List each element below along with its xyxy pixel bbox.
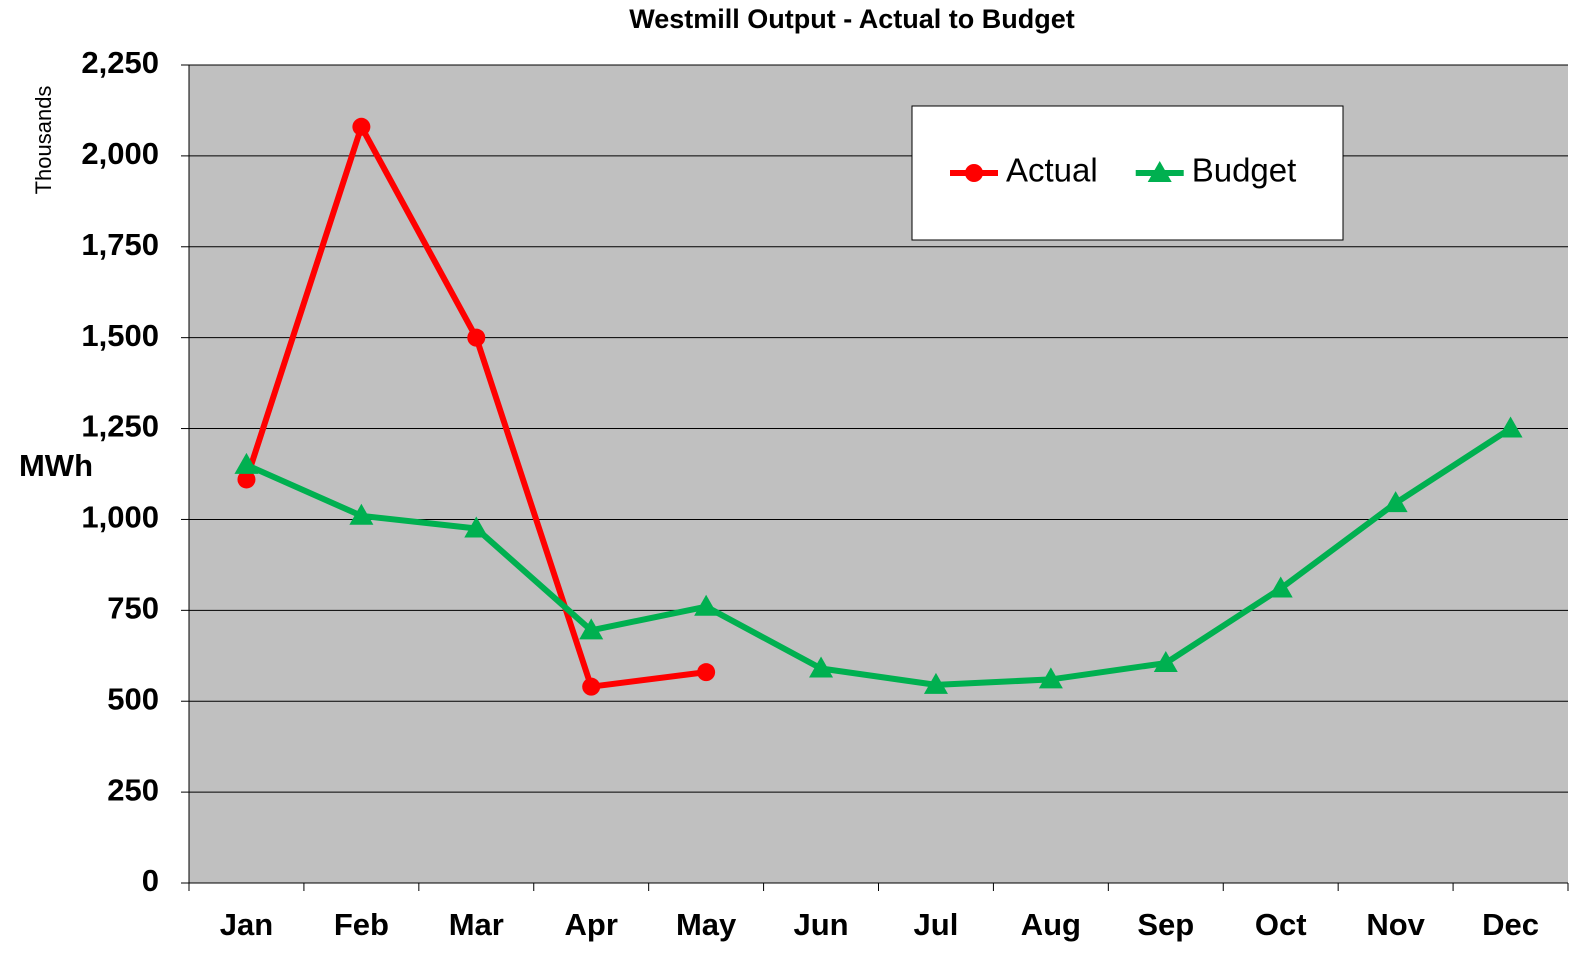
marker	[1153, 651, 1178, 673]
y-tick-label: 1,250	[81, 409, 159, 444]
marker	[237, 470, 256, 489]
x-tick-label: Mar	[449, 907, 504, 942]
y-tick-label: 2,000	[81, 136, 159, 171]
x-tick-label: Apr	[565, 907, 618, 942]
marker	[965, 164, 983, 182]
y-tick-label: 750	[107, 591, 159, 626]
y-unit-label: Thousands	[31, 86, 56, 195]
x-tick-label: Oct	[1255, 907, 1307, 942]
marker	[694, 594, 719, 616]
legend-label: Actual	[1006, 152, 1098, 189]
x-tick-label: Jan	[220, 907, 273, 942]
marker	[1147, 161, 1172, 182]
marker	[809, 656, 834, 678]
y-axis-label: MWh	[19, 448, 93, 483]
marker	[234, 452, 259, 474]
x-tick-label: Nov	[1366, 907, 1425, 942]
y-tick-label: 250	[107, 772, 159, 807]
x-tick-label: Feb	[334, 907, 389, 942]
y-tick-label: 500	[107, 681, 159, 716]
y-tick-label: 1,000	[81, 500, 159, 535]
marker	[349, 503, 374, 525]
marker	[579, 618, 604, 640]
x-tick-label: Sep	[1137, 907, 1194, 942]
marker	[582, 677, 601, 696]
x-tick-label: Dec	[1482, 907, 1539, 942]
y-tick-label: 1,750	[81, 227, 159, 262]
marker	[697, 663, 716, 682]
marker	[464, 516, 489, 538]
marker	[1038, 667, 1063, 689]
marker	[1268, 576, 1293, 598]
x-tick-label: May	[676, 907, 737, 942]
y-tick-label: 1,500	[81, 318, 159, 353]
x-tick-label: Jul	[914, 907, 959, 942]
series-line	[245, 426, 1513, 688]
marker	[923, 672, 948, 694]
marker	[1383, 491, 1408, 513]
x-tick-label: Aug	[1021, 907, 1081, 942]
marker	[1498, 416, 1523, 438]
legend-label: Budget	[1192, 152, 1297, 189]
marker	[467, 328, 486, 347]
y-tick-label: 2,250	[81, 45, 159, 80]
chart-title: Westmill Output - Actual to Budget	[629, 4, 1074, 34]
x-tick-label: Jun	[793, 907, 848, 942]
y-tick-label: 0	[142, 863, 159, 898]
marker	[352, 117, 371, 136]
